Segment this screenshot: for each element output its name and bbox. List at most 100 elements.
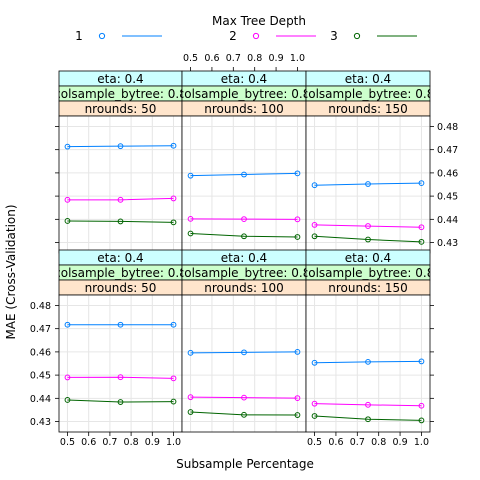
data-point xyxy=(187,230,194,237)
strip-label: nrounds: 150 xyxy=(328,102,407,116)
strip-label: nrounds: 50 xyxy=(85,281,157,295)
x-tick-label: 1.0 xyxy=(414,437,429,448)
data-point xyxy=(365,416,371,423)
data-point xyxy=(117,374,124,381)
x-tick-label: 0.5 xyxy=(307,437,322,448)
data-point xyxy=(294,170,301,177)
data-point xyxy=(294,412,301,418)
strip-label: colsample_bytree: 0.8 xyxy=(178,266,311,280)
x-tick-label: 0.8 xyxy=(124,437,139,448)
x-tick-label: 1.0 xyxy=(166,437,181,448)
x-tick-label: 0.9 xyxy=(145,437,160,448)
strip-label: eta: 0.4 xyxy=(97,251,143,265)
y-tick-label: 0.47 xyxy=(437,145,458,156)
data-point xyxy=(187,394,194,401)
x-tick-label: 0.7 xyxy=(226,53,241,64)
x-tick-label: 0.5 xyxy=(60,437,75,448)
data-point xyxy=(311,222,318,228)
y-tick-label: 0.46 xyxy=(30,347,51,358)
data-point xyxy=(64,218,71,224)
data-point xyxy=(418,358,425,365)
y-tick-label: 0.43 xyxy=(30,417,51,428)
data-point xyxy=(418,238,425,245)
data-point xyxy=(365,236,371,243)
panel-border xyxy=(305,294,431,433)
series-line-3 xyxy=(314,415,422,421)
panel-bg xyxy=(182,116,306,253)
x-tick-label: 0.6 xyxy=(328,437,343,448)
data-point xyxy=(187,409,194,415)
series-line-1 xyxy=(67,145,174,148)
data-point xyxy=(311,400,318,407)
axes: 0.5 0.6 0.7 0.8 0.9 1.0 0.5 0.6 0.7 0.8 0.9 1.0 0.5 0… xyxy=(30,53,458,448)
panel-bg xyxy=(59,116,182,253)
data-point xyxy=(418,417,425,424)
x-tick-label: 0.6 xyxy=(81,437,96,448)
series-line-3 xyxy=(190,232,298,238)
data-point xyxy=(170,142,177,149)
data-point xyxy=(294,348,301,355)
y-tick-label: 0.43 xyxy=(437,238,458,249)
strip-label: eta: 0.4 xyxy=(221,251,267,265)
panel-bg xyxy=(306,295,430,432)
legend-label: 3 xyxy=(330,29,338,43)
y-tick-label: 0.44 xyxy=(30,394,51,405)
strip-label: colsample_bytree: 0.8 xyxy=(178,87,311,101)
y-tick-label: 0.46 xyxy=(437,168,458,179)
legend-point xyxy=(252,32,260,40)
data-point xyxy=(64,321,71,328)
legend-label: 1 xyxy=(75,29,83,43)
data-point xyxy=(187,349,194,356)
x-tick-label: 0.7 xyxy=(350,437,365,448)
data-point xyxy=(418,224,425,231)
legend-label: 2 xyxy=(229,29,237,43)
x-tick-label: 0.8 xyxy=(371,437,386,448)
y-tick-label: 0.48 xyxy=(437,122,458,133)
data-point xyxy=(64,143,71,150)
x-tick-label: 0.8 xyxy=(247,53,262,64)
legend-entry-3: 3 xyxy=(330,29,417,43)
x-tick-label: 0.9 xyxy=(269,53,284,64)
strip-label: nrounds: 150 xyxy=(328,281,407,295)
data-point xyxy=(418,180,425,187)
y-tick-label: 0.48 xyxy=(30,301,51,312)
data-point xyxy=(117,218,124,225)
data-point xyxy=(117,321,124,328)
data-point xyxy=(117,196,124,203)
data-point xyxy=(170,219,177,226)
data-point xyxy=(311,182,318,189)
series-line-2 xyxy=(67,376,174,379)
data-point xyxy=(418,402,425,409)
legend: 1 2 3 xyxy=(75,29,417,43)
data-point xyxy=(294,216,301,223)
data-point xyxy=(241,394,247,401)
series-line-3 xyxy=(314,235,422,243)
legend-point xyxy=(353,32,361,40)
data-point xyxy=(311,359,318,366)
strip-label: colsample_bytree: 0.8 xyxy=(302,87,435,101)
y-tick-label: 0.47 xyxy=(30,324,51,335)
strip-label: colsample_bytree: 0.8 xyxy=(302,266,435,280)
panel-bg xyxy=(182,295,306,432)
legend-entry-1: 1 xyxy=(75,29,162,43)
data-point xyxy=(241,411,247,418)
strip-label: eta: 0.4 xyxy=(97,72,143,86)
series-line-3 xyxy=(67,399,174,403)
data-point xyxy=(365,358,371,365)
data-point xyxy=(170,195,177,202)
strip-label: nrounds: 50 xyxy=(85,102,157,116)
data-point xyxy=(294,395,301,401)
series-line-2 xyxy=(314,403,422,407)
series-line-1 xyxy=(314,360,422,364)
data-point xyxy=(170,321,177,328)
data-point xyxy=(241,216,247,222)
legend-point xyxy=(98,32,106,40)
x-tick-label: 1.0 xyxy=(290,53,305,64)
strip-label: nrounds: 100 xyxy=(204,102,283,116)
